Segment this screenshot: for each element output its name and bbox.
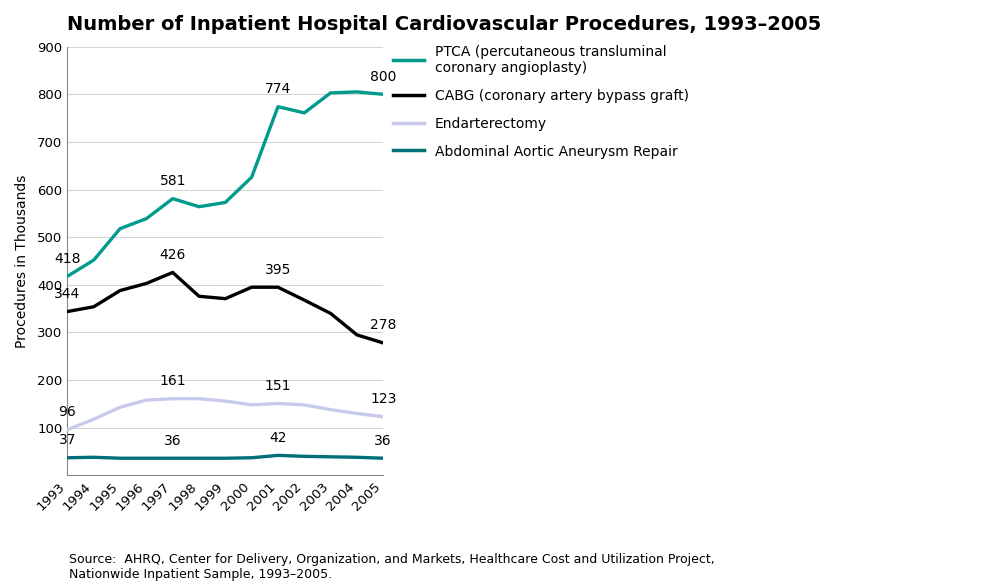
Text: 278: 278 xyxy=(370,319,397,332)
Text: 800: 800 xyxy=(370,70,397,84)
Text: 123: 123 xyxy=(370,392,397,406)
Y-axis label: Procedures in Thousands: Procedures in Thousands xyxy=(15,174,29,348)
Text: Number of Inpatient Hospital Cardiovascular Procedures, 1993–2005: Number of Inpatient Hospital Cardiovascu… xyxy=(68,15,822,34)
Legend: PTCA (percutaneous transluminal
coronary angioplasty), CABG (coronary artery byp: PTCA (percutaneous transluminal coronary… xyxy=(394,45,689,159)
Text: 395: 395 xyxy=(265,263,291,276)
Text: 161: 161 xyxy=(159,374,186,388)
Text: 418: 418 xyxy=(54,252,81,266)
Text: 36: 36 xyxy=(164,434,181,448)
Text: 96: 96 xyxy=(59,405,77,419)
Text: 36: 36 xyxy=(375,434,392,448)
Text: 151: 151 xyxy=(265,379,291,393)
Text: 344: 344 xyxy=(54,287,81,301)
Text: 774: 774 xyxy=(265,82,291,96)
Text: 581: 581 xyxy=(159,174,186,188)
Text: 37: 37 xyxy=(59,433,76,447)
Text: 426: 426 xyxy=(159,248,186,262)
Text: Source:  AHRQ, Center for Delivery, Organization, and Markets, Healthcare Cost a: Source: AHRQ, Center for Delivery, Organ… xyxy=(69,553,714,581)
Text: 42: 42 xyxy=(270,431,286,445)
